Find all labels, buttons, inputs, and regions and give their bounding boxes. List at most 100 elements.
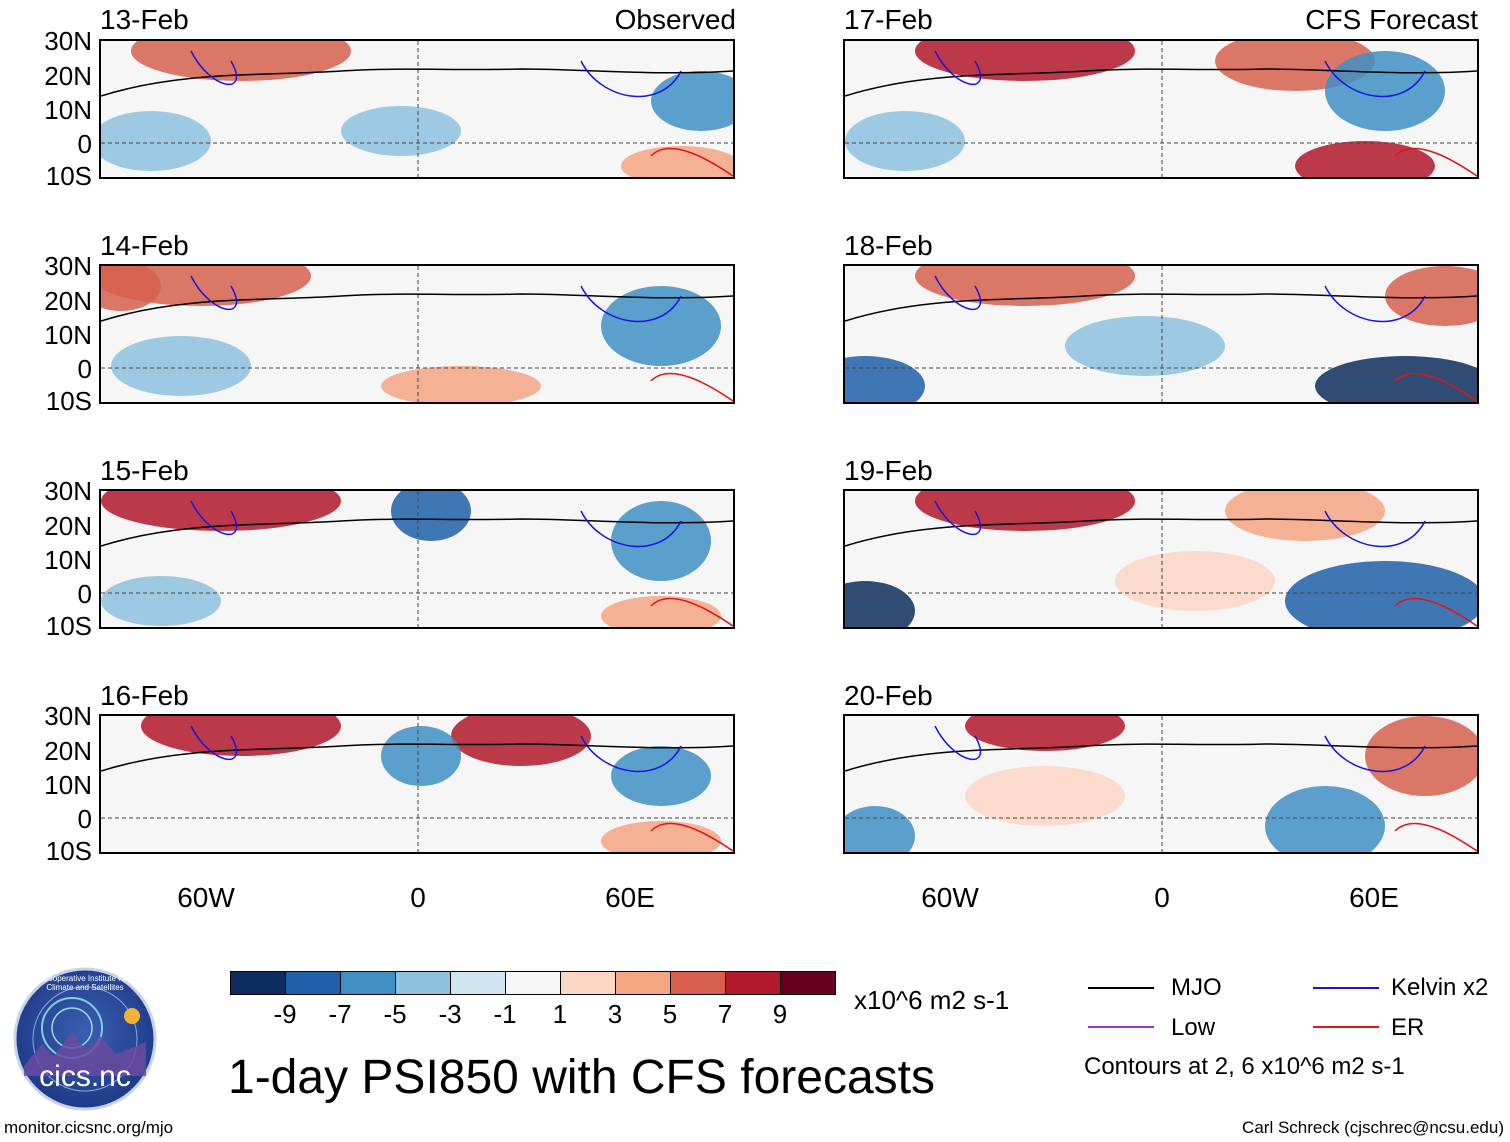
mjo-contour <box>845 743 1477 772</box>
mjo-contour <box>101 293 733 322</box>
anomaly-shading <box>391 491 471 541</box>
kelvin-contour <box>934 500 1426 548</box>
panel-date-label: 20-Feb <box>844 680 933 711</box>
colorbar-swatch <box>230 971 286 995</box>
lat-tick-label: 10N <box>44 95 92 125</box>
anomaly-shading <box>1385 266 1477 326</box>
anomaly-shading <box>601 821 721 852</box>
lat-tick-label: 10S <box>45 836 92 866</box>
legend-kelvin-line <box>1313 987 1379 989</box>
er-contour <box>1394 597 1477 627</box>
colorbar-swatch <box>285 971 341 995</box>
kelvin-contour <box>934 725 1426 773</box>
observed-label: Observed <box>614 4 736 35</box>
lat-tick-label: 10N <box>44 545 92 575</box>
colorbar-units: x10^6 m2 s-1 <box>854 985 1010 1015</box>
anomaly-shading <box>1365 716 1477 796</box>
panel-date-label: 14-Feb <box>100 230 189 261</box>
colorbar-tick-label: 3 <box>607 999 623 1029</box>
anomaly-shading <box>131 41 351 81</box>
colorbar-swatch <box>560 971 616 995</box>
anomaly-shading <box>451 716 591 766</box>
logo-text: cics.nc <box>39 1060 131 1093</box>
anomaly-shading <box>1285 561 1477 627</box>
logo-ring-text: Cooperative Institute for Climate and Sa… <box>42 974 128 992</box>
kelvin-contour <box>190 725 682 773</box>
map-panel-observed-2 <box>99 264 735 404</box>
anomaly-shading <box>101 111 211 171</box>
lat-tick-label: 0 <box>77 804 92 834</box>
anomaly-shading <box>915 266 1135 306</box>
legend-mjo-label: MJO <box>1171 974 1222 1001</box>
lon-tick-label: 0 <box>410 882 426 913</box>
anomaly-shading <box>1265 786 1385 852</box>
colorbar-tick-label: 9 <box>772 999 788 1029</box>
mjo-contour <box>101 518 733 547</box>
legend-low-line <box>1088 1026 1154 1028</box>
lat-tick-label: 0 <box>77 129 92 159</box>
panel-date-label: 19-Feb <box>844 455 933 486</box>
lat-tick-label: 0 <box>77 579 92 609</box>
panel-date-label: 13-Feb <box>100 4 189 35</box>
map-panel-forecast-4 <box>843 714 1479 854</box>
lat-tick-label: 10S <box>45 611 92 641</box>
panel-date-label: 17-Feb <box>844 4 933 35</box>
anomaly-shading <box>651 71 733 131</box>
lat-tick-label: 30N <box>44 476 92 506</box>
colorbar-tick-label: -7 <box>328 999 352 1029</box>
anomaly-shading <box>1225 491 1385 541</box>
website-text: monitor.cicsnc.org/mjo <box>4 1118 174 1137</box>
mjo-contour <box>845 68 1477 97</box>
lat-tick-label: 20N <box>44 286 92 316</box>
colorbar-tick-label: -5 <box>383 999 407 1029</box>
lon-tick-label: 60E <box>605 882 655 913</box>
kelvin-contour <box>190 275 682 323</box>
lat-tick-label: 30N <box>44 251 92 281</box>
legend-er-label: ER <box>1391 1014 1425 1041</box>
anomaly-shading <box>101 266 161 311</box>
er-contour <box>1394 147 1477 177</box>
anomaly-shading <box>1115 551 1275 611</box>
colorbar-tick-label: 1 <box>552 999 568 1029</box>
legend-kelvin-label: Kelvin x2 <box>1391 974 1489 1001</box>
legend-er-line <box>1313 1026 1379 1028</box>
anomaly-shading <box>1295 141 1435 177</box>
lon-tick-label: 60W <box>177 882 235 913</box>
map-panel-forecast-2 <box>843 264 1479 404</box>
er-contour <box>650 147 733 177</box>
anomaly-shading <box>621 146 733 177</box>
er-contour <box>1394 822 1477 852</box>
map-panel-observed-1 <box>99 39 735 179</box>
mjo-contour <box>845 293 1477 322</box>
kelvin-contour <box>934 275 1426 323</box>
anomaly-shading <box>341 106 461 156</box>
colorbar-swatch <box>340 971 396 995</box>
er-contour <box>650 822 733 852</box>
colorbar-swatch <box>670 971 726 995</box>
panel-date-label: 16-Feb <box>100 680 189 711</box>
lon-tick-label: 60E <box>1349 882 1399 913</box>
er-contour <box>1394 372 1477 402</box>
colorbar-swatch <box>505 971 561 995</box>
anomaly-shading <box>101 576 221 626</box>
map-panel-observed-3 <box>99 489 735 629</box>
kelvin-contour <box>934 50 1426 98</box>
anomaly-shading <box>965 766 1125 826</box>
cics-logo: Cooperative Institute for Climate and Sa… <box>12 966 158 1112</box>
map-panel-forecast-1 <box>843 39 1479 179</box>
anomaly-shading <box>845 111 965 171</box>
lat-tick-label: 30N <box>44 701 92 731</box>
legend-note: Contours at 2, 6 x10^6 m2 s-1 <box>1084 1053 1405 1080</box>
lat-tick-label: 30N <box>44 26 92 56</box>
map-panel-observed-4 <box>99 714 735 854</box>
figure-title: 1-day PSI850 with CFS forecasts <box>228 1051 935 1104</box>
lat-tick-label: 20N <box>44 511 92 541</box>
anomaly-shading <box>111 336 251 396</box>
kelvin-contour <box>190 500 682 548</box>
anomaly-shading <box>965 716 1125 751</box>
colorbar-swatch <box>395 971 451 995</box>
anomaly-shading <box>601 286 721 366</box>
anomaly-shading <box>1325 51 1445 131</box>
mjo-contour <box>845 518 1477 547</box>
legend-mjo-line <box>1088 987 1154 989</box>
